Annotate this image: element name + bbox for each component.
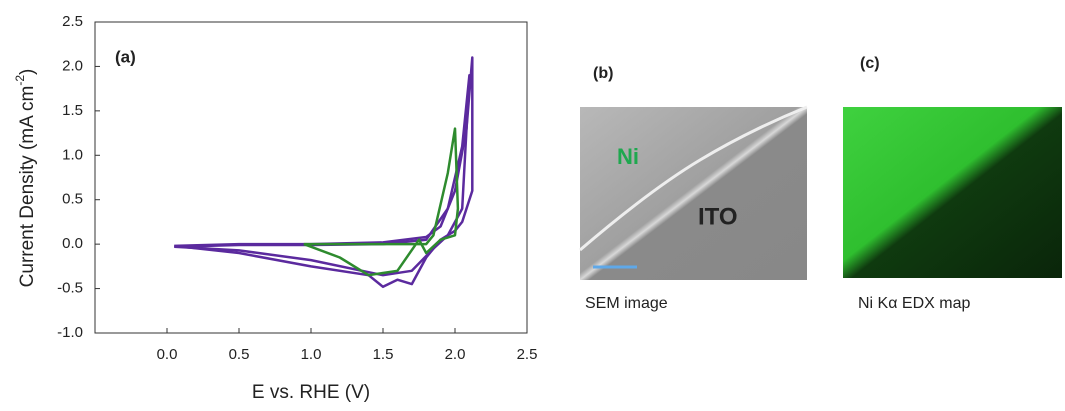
x-tick-label: 2.5 (517, 346, 538, 363)
x-tick-label: 1.0 (301, 346, 322, 363)
plot-frame (94, 21, 528, 334)
y-tick-label: 1.0 (62, 146, 83, 163)
x-tick-label: 1.5 (373, 346, 394, 363)
y-tick-label: 0.5 (62, 191, 83, 208)
y-tick-label: 2.5 (62, 13, 83, 30)
edx-image (843, 107, 1062, 278)
x-tick-label: 0.0 (157, 346, 178, 363)
x-tick-label: 0.5 (229, 346, 250, 363)
cv-curve (174, 56, 474, 289)
x-tick-label: 2.0 (445, 346, 466, 363)
y-tick-label: 0.0 (62, 235, 83, 252)
x-axis-label: E vs. RHE (V) (252, 382, 370, 403)
panel-label: (a) (115, 47, 136, 66)
y-tick-label: 2.0 (62, 57, 83, 74)
y-label-main: Current Density (mA cm (17, 86, 38, 288)
panel-b: (b) Ni ITO SEM image (579, 65, 808, 312)
sem-text: ITO (698, 203, 738, 230)
caption: Ni Kα EDX map (858, 295, 970, 312)
y-label-sup: -2 (13, 75, 27, 86)
y-label-end: ) (17, 69, 38, 75)
sem-image (580, 107, 807, 280)
cv-curve (303, 127, 460, 277)
panel-c: (c) Ni Kα EDX map (843, 55, 1062, 312)
y-tick-label: -0.5 (57, 280, 83, 297)
caption: SEM image (585, 295, 668, 312)
y-axis-label: Current Density (mA cm-2) (13, 69, 38, 288)
sem-boundary (579, 105, 808, 252)
panel-label: (b) (593, 65, 613, 82)
y-tick-label: 1.5 (62, 102, 83, 119)
sem-text: Ni (617, 144, 639, 169)
panel-label: (c) (860, 55, 880, 72)
y-tick-label: -1.0 (57, 324, 83, 341)
